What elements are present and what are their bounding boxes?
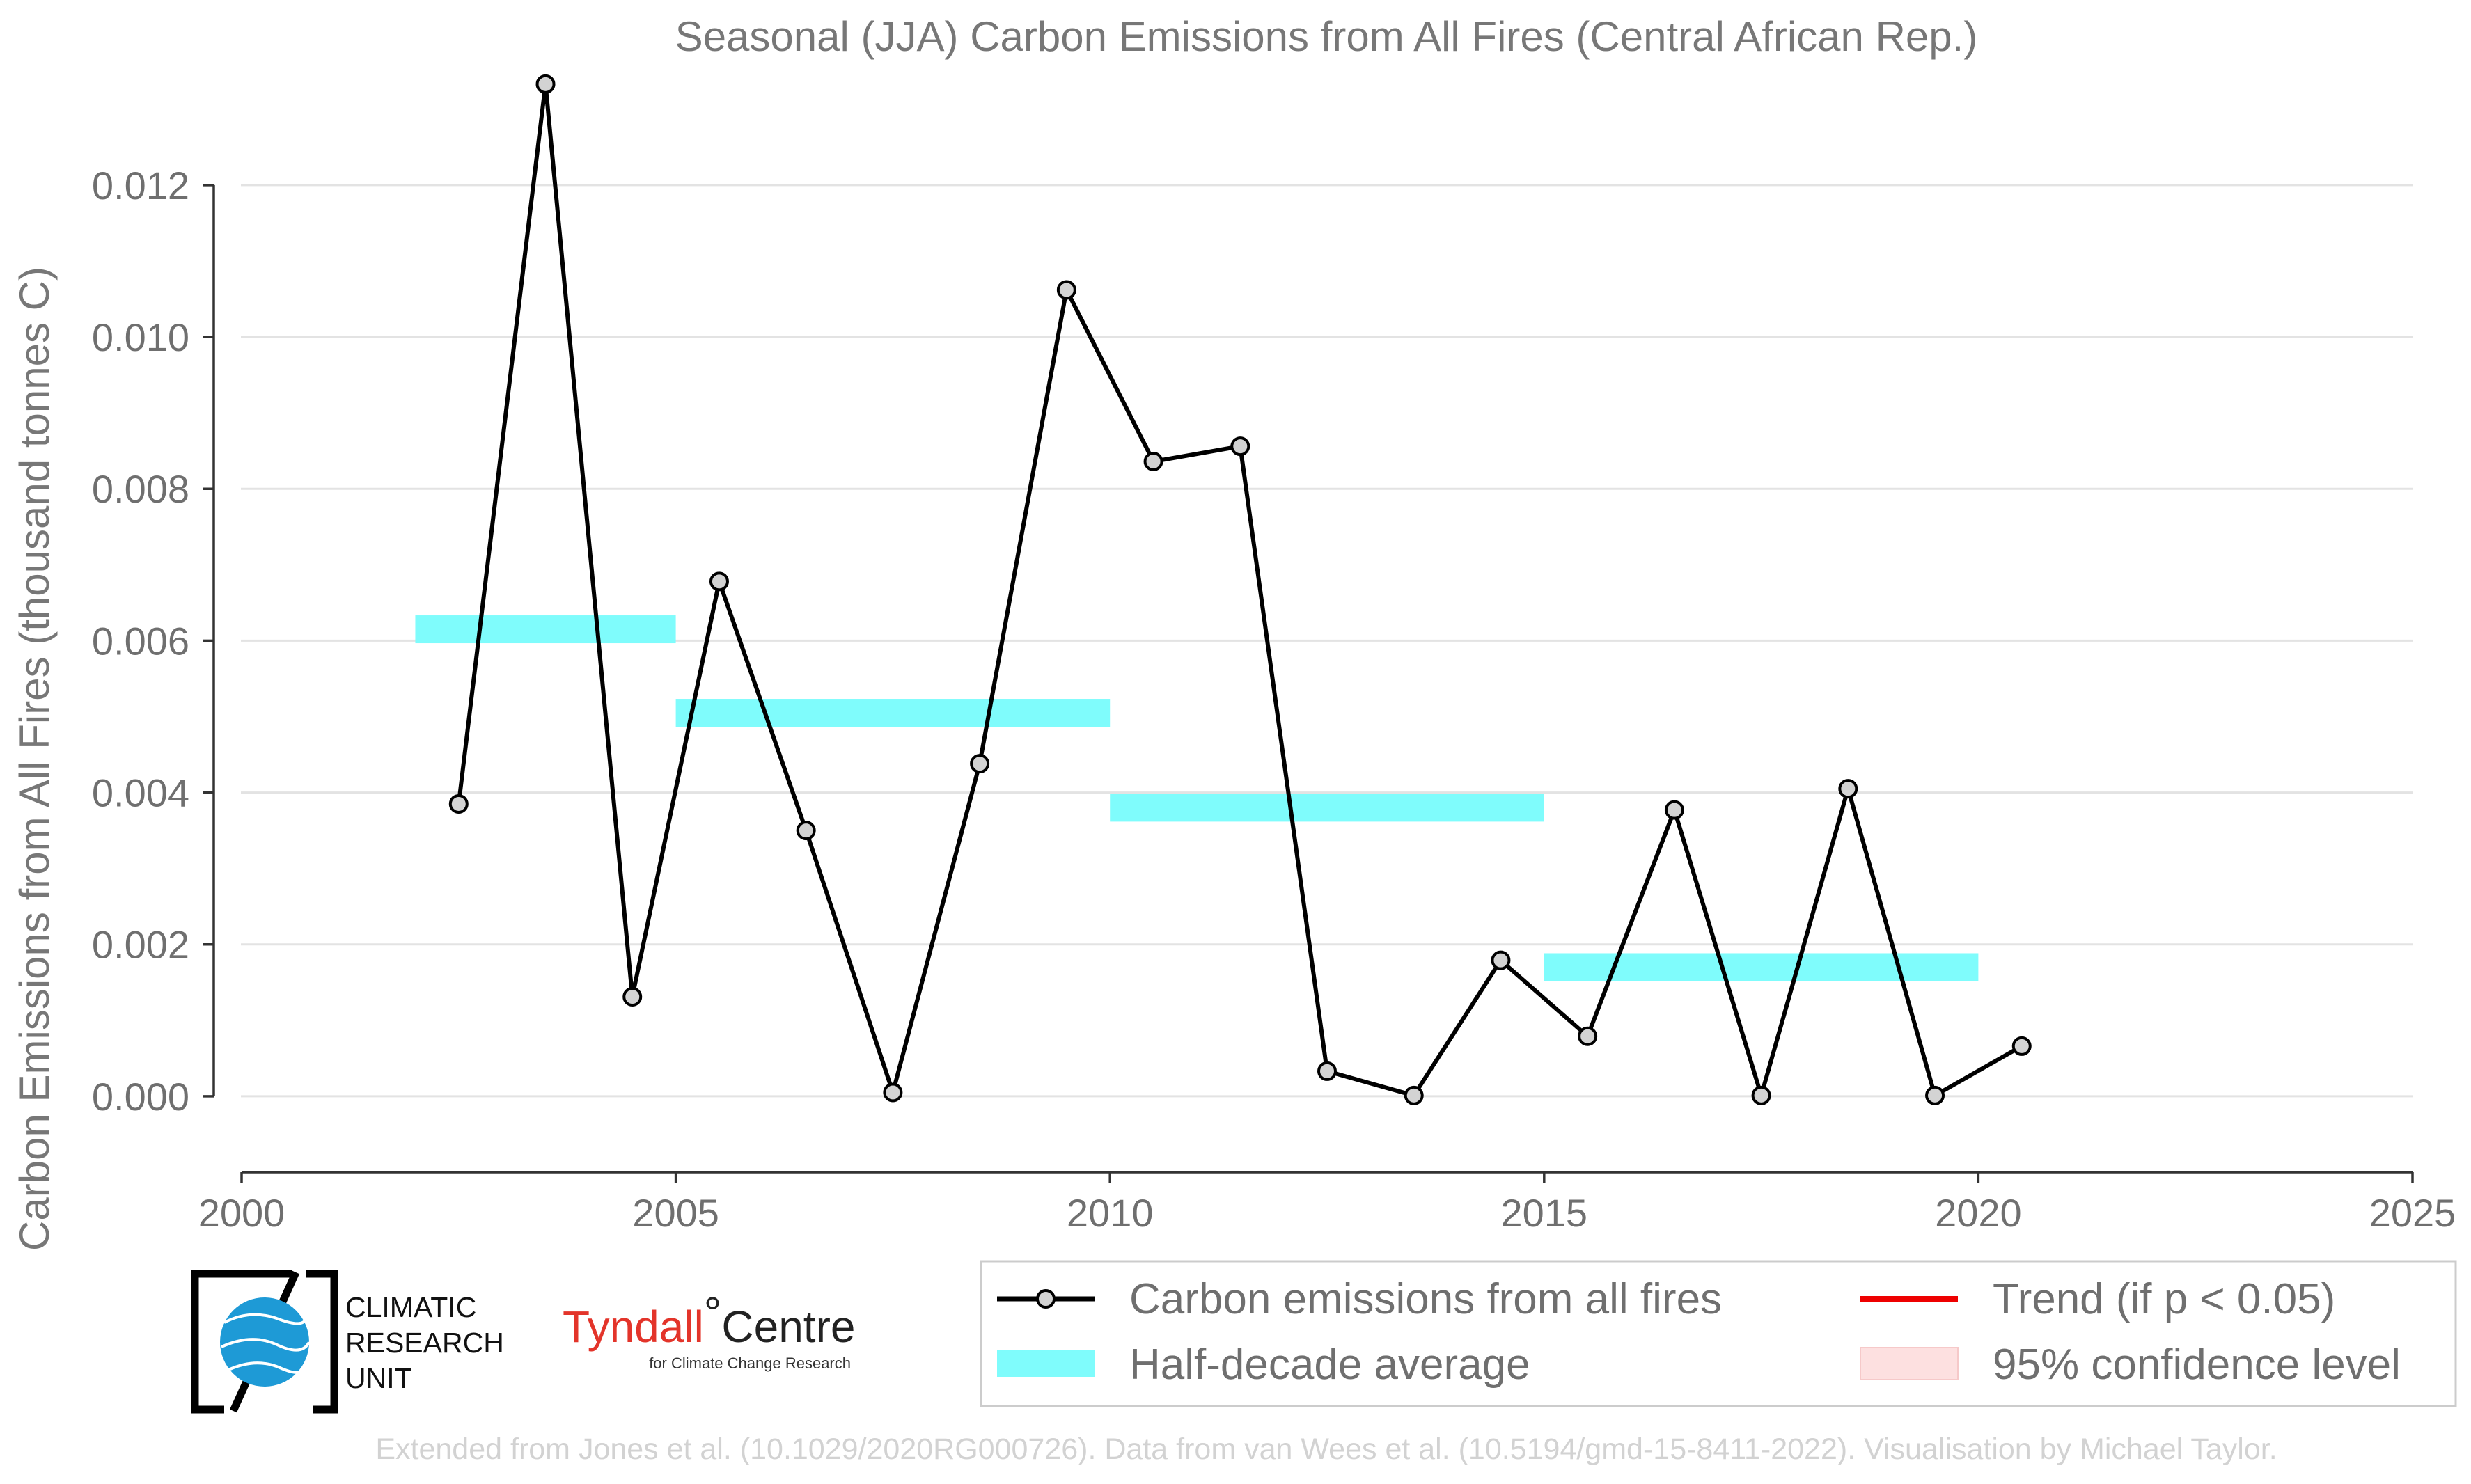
x-tick-label: 2015 (1501, 1191, 1588, 1235)
emissions-point (796, 821, 816, 841)
cru-text-line-3: UNIT (345, 1362, 412, 1394)
emissions-point (970, 754, 990, 774)
cru-text-line-1: CLIMATIC (345, 1291, 476, 1323)
y-tick-label: 0.000 (92, 1075, 189, 1119)
emissions-point (1578, 1026, 1598, 1046)
y-tick-label: 0.006 (92, 619, 189, 663)
source-credit: Extended from Jones et al. (10.1029/2020… (375, 1432, 2277, 1466)
half-decade-bars (415, 615, 1979, 981)
x-tick-label: 2025 (2369, 1191, 2456, 1235)
emissions-point (1230, 436, 1250, 457)
y-tick-label: 0.002 (92, 923, 189, 967)
emissions-point (709, 571, 729, 592)
half-decade-bar (1110, 794, 1544, 822)
emissions-point (1751, 1085, 1771, 1105)
chart-title: Seasonal (JJA) Carbon Emissions from All… (675, 13, 1978, 60)
emissions-point (535, 74, 556, 94)
tyndall-subtitle: for Climate Change Research (649, 1355, 851, 1372)
half-decade-bar (675, 699, 1111, 727)
cru-text-line-2: RESEARCH (345, 1327, 504, 1359)
legend-label-emissions: Carbon emissions from all fires (1129, 1275, 1722, 1323)
emissions-point (1664, 800, 1684, 820)
emissions-point (1838, 779, 1858, 799)
y-axis-label: Carbon Emissions from All Fires (thousan… (11, 267, 58, 1251)
legend-patch-confidence (1860, 1347, 1959, 1380)
emissions-point (622, 987, 643, 1007)
legend-label-half-decade: Half-decade average (1129, 1341, 1530, 1389)
legend-box (980, 1260, 2457, 1407)
y-tick-label: 0.012 (92, 164, 189, 207)
emissions-point (1143, 451, 1163, 471)
x-tick-label: 2010 (1067, 1191, 1154, 1235)
axes: 0.000 0.002 0.004 0.006 0.008 0.010 0.012 2000 2… (92, 164, 2456, 1235)
emissions-point (2011, 1036, 2032, 1056)
y-tick-label: 0.008 (92, 467, 189, 511)
emissions-point (1404, 1085, 1424, 1105)
tyndall-red-text: Tyndall (563, 1302, 704, 1352)
half-decade-bar (415, 615, 676, 644)
cru-logo: CLIMATIC RESEARCH UNIT (191, 1270, 504, 1414)
tyndall-wordmark: Tyndall°Centre (563, 1288, 855, 1352)
x-tick-label: 2005 (632, 1191, 719, 1235)
y-tick-label: 0.004 (92, 771, 189, 815)
legend-patch-half-decade (997, 1350, 1095, 1377)
emissions-series (448, 74, 2032, 1105)
emissions-point (448, 794, 469, 814)
x-tick-label: 2000 (198, 1191, 285, 1235)
y-tick-label: 0.010 (92, 315, 189, 359)
emissions-point (1056, 280, 1076, 300)
legend: Carbon emissions from all fires Trend (i… (980, 1260, 2457, 1407)
legend-marker-emissions (1036, 1289, 1056, 1309)
emissions-point (1317, 1061, 1337, 1081)
legend-label-trend: Trend (if p < 0.05) (1993, 1275, 2335, 1323)
tyndall-logo: Tyndall°Centre for Climate Change Resear… (563, 1288, 855, 1372)
globe-line-1 (223, 1313, 308, 1325)
tyndall-black-text: Centre (721, 1302, 855, 1352)
legend-label-confidence: 95% confidence level (1993, 1341, 2401, 1389)
emissions-point (883, 1082, 903, 1103)
globe-line-3 (228, 1361, 305, 1374)
globe-line-2 (221, 1338, 311, 1352)
emissions-point (1491, 950, 1511, 970)
cru-bracket-left (191, 1270, 292, 1414)
emissions-point (1925, 1085, 1945, 1105)
tyndall-degree: ° (704, 1288, 722, 1338)
cru-bracket-right (306, 1270, 338, 1414)
x-tick-label: 2020 (1935, 1191, 2022, 1235)
